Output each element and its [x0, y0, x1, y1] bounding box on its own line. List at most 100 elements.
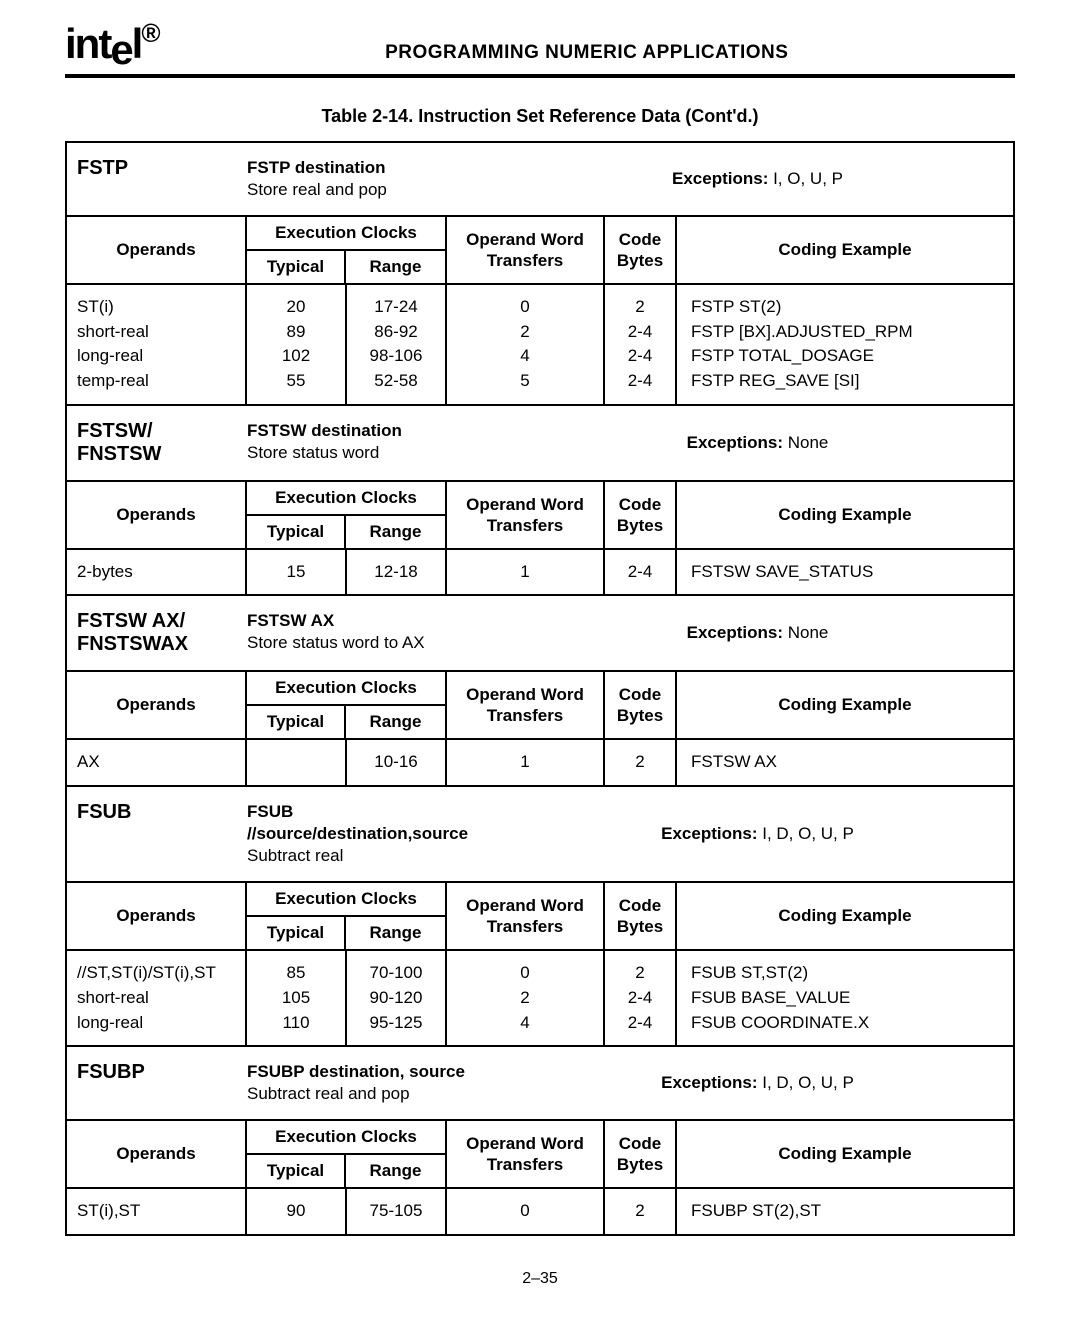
cell-code-bytes: 2: [605, 1189, 677, 1234]
cell-range: 70-10090-12095-125: [347, 951, 447, 1045]
col-range: Range: [346, 917, 445, 949]
col-exec-clocks: Execution ClocksTypicalRange: [247, 883, 447, 949]
col-operands: Operands: [67, 1121, 247, 1187]
instruction-description: FSTP destinationStore real and pop: [247, 157, 502, 201]
col-range: Range: [346, 1155, 445, 1187]
table-row: ST(i),ST9075-10502FSUBP ST(2),ST: [67, 1189, 1013, 1234]
instruction-mnemonic: FSTSW/FNSTSW: [67, 420, 247, 466]
cell-code-bytes: 2: [605, 740, 677, 785]
instruction-header: FSTSW/FNSTSWFSTSW destinationStore statu…: [67, 406, 1013, 482]
cell-typical: 208910255: [247, 285, 347, 404]
cell-operand-word: 0: [447, 1189, 605, 1234]
cell-operands: 2-bytes: [67, 550, 247, 595]
cell-operand-word: 0245: [447, 285, 605, 404]
instruction-syntax: FSTSW AX: [247, 610, 502, 632]
cell-operand-word: 1: [447, 740, 605, 785]
instruction-description: FSUB //source/destination,sourceSubtract…: [247, 801, 502, 867]
col-exec-clocks: Execution ClocksTypicalRange: [247, 672, 447, 738]
cell-typical: 85105110: [247, 951, 347, 1045]
instruction-syntax: FSUB //source/destination,source: [247, 801, 502, 845]
instruction-exceptions: Exceptions: I, D, O, U, P: [502, 824, 1013, 844]
cell-operand-word: 1: [447, 550, 605, 595]
cell-operands: ST(i),ST: [67, 1189, 247, 1234]
instruction-summary: Store status word to AX: [247, 632, 502, 654]
chapter-title: PROGRAMMING NUMERIC APPLICATIONS: [159, 42, 1015, 64]
instruction-syntax: FSTSW destination: [247, 420, 502, 442]
col-operands: Operands: [67, 482, 247, 548]
cell-operands: ST(i)short-reallong-realtemp-real: [67, 285, 247, 404]
instruction-mnemonic: FSUBP: [67, 1061, 247, 1105]
col-code-bytes: CodeBytes: [605, 883, 677, 949]
instruction-syntax: FSUBP destination, source: [247, 1061, 502, 1083]
column-header-row: OperandsExecution ClocksTypicalRangeOper…: [67, 1121, 1013, 1189]
cell-operands: AX: [67, 740, 247, 785]
table-row: //ST,ST(i)/ST(i),STshort-reallong-real85…: [67, 951, 1013, 1047]
column-header-row: OperandsExecution ClocksTypicalRangeOper…: [67, 672, 1013, 740]
cell-operands: //ST,ST(i)/ST(i),STshort-reallong-real: [67, 951, 247, 1045]
instruction-mnemonic: FSUB: [67, 801, 247, 867]
col-exec-clocks: Execution ClocksTypicalRange: [247, 217, 447, 283]
col-operands: Operands: [67, 672, 247, 738]
cell-typical: 15: [247, 550, 347, 595]
cell-coding-example: FSTSW AX: [677, 740, 1013, 785]
instruction-syntax: FSTP destination: [247, 157, 502, 179]
cell-code-bytes: 22-42-4: [605, 951, 677, 1045]
col-range: Range: [346, 251, 445, 283]
instruction-header: FSTPFSTP destinationStore real and popEx…: [67, 143, 1013, 217]
instruction-description: FSTSW AXStore status word to AX: [247, 610, 502, 656]
col-operand-word: Operand WordTransfers: [447, 1121, 605, 1187]
table-row: ST(i)short-reallong-realtemp-real2089102…: [67, 285, 1013, 406]
col-typical: Typical: [247, 706, 346, 738]
col-operand-word: Operand WordTransfers: [447, 482, 605, 548]
instruction-header: FSUBFSUB //source/destination,sourceSubt…: [67, 787, 1013, 883]
cell-coding-example: FSUBP ST(2),ST: [677, 1189, 1013, 1234]
col-exec-clocks-label: Execution Clocks: [247, 883, 445, 917]
cell-code-bytes: 2-4: [605, 550, 677, 595]
col-exec-clocks-label: Execution Clocks: [247, 1121, 445, 1155]
cell-coding-example: FSTSW SAVE_STATUS: [677, 550, 1013, 595]
table-row: AX 10-1612FSTSW AX: [67, 740, 1013, 787]
col-operands: Operands: [67, 217, 247, 283]
col-code-bytes: CodeBytes: [605, 672, 677, 738]
instruction-description: FSTSW destinationStore status word: [247, 420, 502, 466]
col-code-bytes: CodeBytes: [605, 1121, 677, 1187]
instruction-mnemonic: FSTSW AX/FNSTSWAX: [67, 610, 247, 656]
cell-code-bytes: 22-42-42-4: [605, 285, 677, 404]
instruction-header: FSTSW AX/FNSTSWAXFSTSW AXStore status wo…: [67, 596, 1013, 672]
instruction-summary: Store status word: [247, 442, 502, 464]
col-operand-word: Operand WordTransfers: [447, 217, 605, 283]
table-row: 2-bytes1512-1812-4FSTSW SAVE_STATUS: [67, 550, 1013, 597]
col-coding-example: Coding Example: [677, 217, 1013, 283]
instruction-summary: Store real and pop: [247, 179, 502, 201]
col-operands: Operands: [67, 883, 247, 949]
col-exec-clocks-label: Execution Clocks: [247, 672, 445, 706]
cell-range: 17-2486-9298-10652-58: [347, 285, 447, 404]
instruction-exceptions: Exceptions: I, O, U, P: [502, 169, 1013, 189]
cell-typical: 90: [247, 1189, 347, 1234]
cell-range: 10-16: [347, 740, 447, 785]
instruction-summary: Subtract real: [247, 845, 502, 867]
col-exec-clocks: Execution ClocksTypicalRange: [247, 482, 447, 548]
page-header: intel® PROGRAMMING NUMERIC APPLICATIONS: [65, 20, 1015, 78]
instruction-header: FSUBPFSUBP destination, sourceSubtract r…: [67, 1047, 1013, 1121]
col-code-bytes: CodeBytes: [605, 482, 677, 548]
table-caption: Table 2-14. Instruction Set Reference Da…: [65, 106, 1015, 127]
col-coding-example: Coding Example: [677, 1121, 1013, 1187]
col-coding-example: Coding Example: [677, 482, 1013, 548]
col-code-bytes: CodeBytes: [605, 217, 677, 283]
instruction-summary: Subtract real and pop: [247, 1083, 502, 1105]
col-coding-example: Coding Example: [677, 672, 1013, 738]
instruction-exceptions: Exceptions: I, D, O, U, P: [502, 1073, 1013, 1093]
col-typical: Typical: [247, 516, 346, 548]
col-coding-example: Coding Example: [677, 883, 1013, 949]
cell-coding-example: FSUB ST,ST(2)FSUB BASE_VALUEFSUB COORDIN…: [677, 951, 1013, 1045]
col-typical: Typical: [247, 251, 346, 283]
col-operand-word: Operand WordTransfers: [447, 883, 605, 949]
col-exec-clocks-label: Execution Clocks: [247, 482, 445, 516]
instruction-mnemonic: FSTP: [67, 157, 247, 201]
col-range: Range: [346, 706, 445, 738]
cell-coding-example: FSTP ST(2)FSTP [BX].ADJUSTED_RPMFSTP TOT…: [677, 285, 1013, 404]
col-typical: Typical: [247, 1155, 346, 1187]
page-number: 2–35: [65, 1270, 1015, 1288]
col-exec-clocks-label: Execution Clocks: [247, 217, 445, 251]
